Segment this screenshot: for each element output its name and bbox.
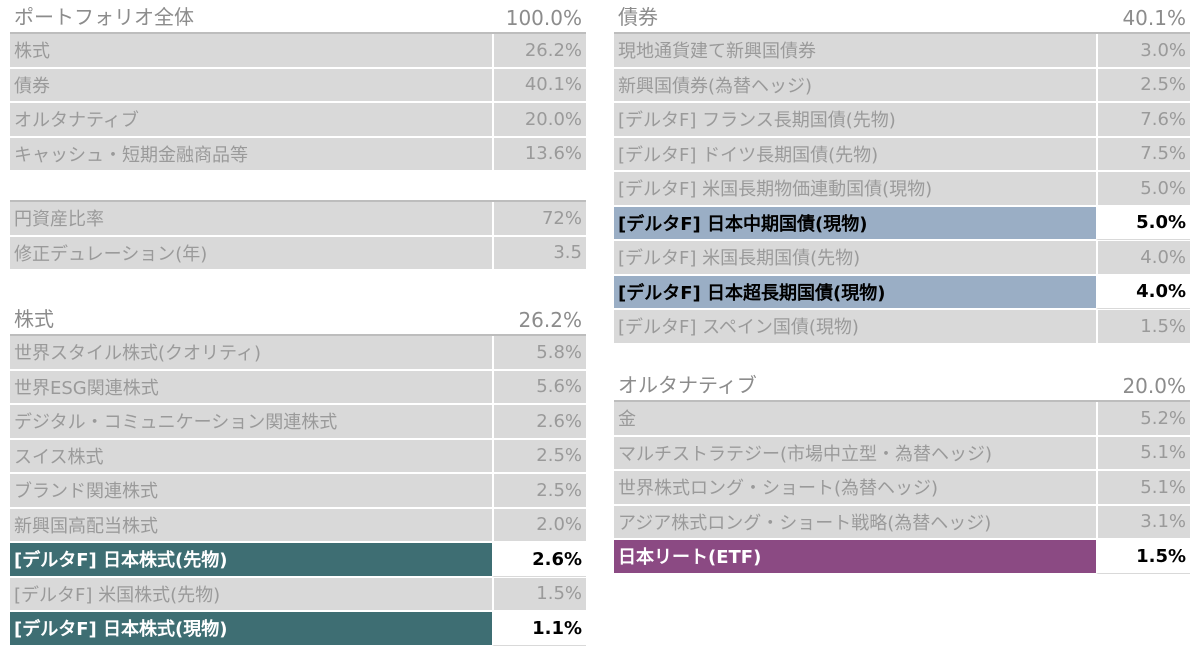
alternative-title: オルタナティブ	[618, 373, 757, 397]
equity-header: 株式 26.2%	[10, 304, 586, 336]
portfolio-total: 100.0%	[505, 6, 582, 30]
equity-title: 株式	[14, 307, 54, 331]
bonds-title: 債券	[618, 5, 658, 29]
table-row-highlighted: [デルタF] 日本株式(現物) 1.1%	[10, 612, 586, 647]
table-row: ブランド関連株式 2.5%	[10, 474, 586, 509]
table-row: 金 5.2%	[614, 402, 1190, 437]
table-row: [デルタF] 米国長期国債(先物) 4.0%	[614, 241, 1190, 276]
table-row-highlighted: 日本リート(ETF) 1.5%	[614, 540, 1190, 575]
table-row: 円資産比率 72%	[10, 202, 586, 237]
table-row: マルチストラテジー(市場中立型・為替ヘッジ) 5.1%	[614, 436, 1190, 471]
equity-table: 株式 26.2% 世界スタイル株式(クオリティ) 5.8% 世界ESG関連株式 5.…	[10, 304, 586, 647]
alternative-header: オルタナティブ 20.0%	[614, 370, 1190, 402]
table-row: [デルタF] スペイン国債(現物) 1.5%	[614, 310, 1190, 345]
table-row: 株式 26.2%	[10, 34, 586, 69]
portfolio-title: ポートフォリオ全体	[14, 5, 194, 29]
table-row: [デルタF] 米国株式(先物) 1.5%	[10, 577, 586, 612]
table-row: アジア株式ロング・ショート戦略(為替ヘッジ) 3.1%	[614, 505, 1190, 540]
table-row: キャッシュ・短期金融商品等 13.6%	[10, 137, 586, 172]
table-row-highlighted: [デルタF] 日本中期国債(現物) 5.0%	[614, 206, 1190, 241]
table-row: 修正デュレーション(年) 3.5	[10, 236, 586, 271]
table-row: 現地通貨建て新興国債券 3.0%	[614, 34, 1190, 69]
table-row: 債券 40.1%	[10, 68, 586, 103]
bonds-total: 40.1%	[1122, 6, 1186, 30]
table-row-highlighted: [デルタF] 日本超長期国債(現物) 4.0%	[614, 275, 1190, 310]
portfolio-header: ポートフォリオ全体 100.0%	[10, 2, 586, 34]
bonds-header: 債券 40.1%	[614, 2, 1190, 34]
table-row: デジタル・コミュニケーション関連株式 2.6%	[10, 405, 586, 440]
portfolio-table: ポートフォリオ全体 100.0% 株式 26.2% 債券 40.1% オルタナティブ…	[10, 2, 586, 172]
table-row: [デルタF] フランス長期国債(先物) 7.6%	[614, 103, 1190, 138]
table-row: スイス株式 2.5%	[10, 439, 586, 474]
table-row: 世界ESG関連株式 5.6%	[10, 370, 586, 405]
table-row: 新興国高配当株式 2.0%	[10, 508, 586, 543]
alternative-table: オルタナティブ 20.0% 金 5.2% マルチストラテジー(市場中立型・為替ヘッ…	[614, 370, 1190, 575]
table-row-highlighted: [デルタF] 日本株式(先物) 2.6%	[10, 543, 586, 578]
bonds-table: 債券 40.1% 現地通貨建て新興国債券 3.0% 新興国債券(為替ヘッジ) 2.5…	[614, 2, 1190, 345]
equity-total: 26.2%	[518, 308, 582, 332]
table-row: 新興国債券(為替ヘッジ) 2.5%	[614, 68, 1190, 103]
table-row: 世界スタイル株式(クオリティ) 5.8%	[10, 336, 586, 371]
table-row: オルタナティブ 20.0%	[10, 103, 586, 138]
table-row: 世界株式ロング・ショート(為替ヘッジ) 5.1%	[614, 471, 1190, 506]
alternative-total: 20.0%	[1122, 374, 1186, 398]
table-row: [デルタF] 米国長期物価連動国債(現物) 5.0%	[614, 172, 1190, 207]
table-row: [デルタF] ドイツ長期国債(先物) 7.5%	[614, 137, 1190, 172]
metrics-table: 円資産比率 72% 修正デュレーション(年) 3.5	[10, 200, 586, 271]
